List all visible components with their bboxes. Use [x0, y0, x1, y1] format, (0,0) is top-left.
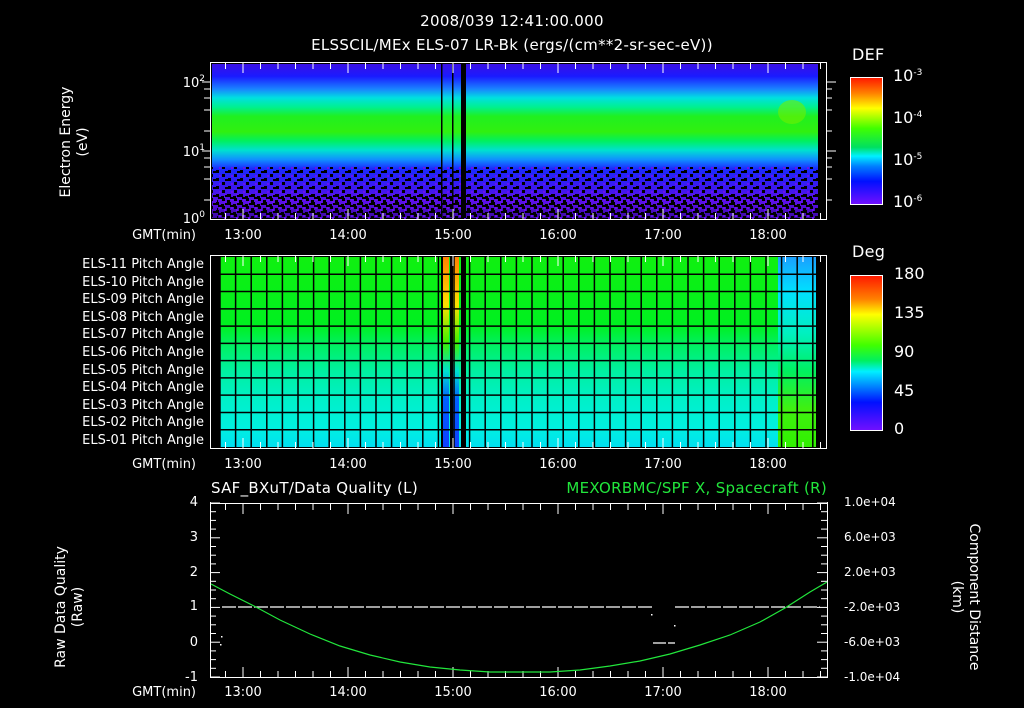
distance-ytick-neg6e3: -6.0e+03 [844, 635, 901, 649]
timestamp-title: 2008/039 12:41:00.000 [420, 12, 604, 30]
quality-ytick-2: 2 [189, 565, 198, 580]
quality-ytick-4: 4 [189, 495, 198, 510]
time-tick-1400: 14:00 [329, 228, 367, 243]
row-label-els-03: ELS-03 Pitch Angle [82, 397, 204, 413]
time-tick-1600: 16:00 [539, 685, 577, 700]
energy-ylabel: Electron Energy (eV) [58, 86, 91, 198]
row-label-els-08: ELS-08 Pitch Angle [82, 309, 204, 325]
time-tick-1600: 16:00 [539, 457, 577, 472]
deg-tick-0: 0 [894, 419, 905, 438]
energy-ytick-100: 102 [182, 74, 205, 91]
time-tick-1700: 17:00 [644, 228, 682, 243]
quality-ytick-3: 3 [189, 530, 198, 545]
time-axis-label-2: GMT(min) [132, 457, 196, 472]
quality-ytick-0: 0 [189, 635, 198, 650]
time-tick-1400: 14:00 [329, 685, 367, 700]
time-tick-1500: 15:00 [434, 228, 472, 243]
energy-yaxis-ticks-right [826, 81, 836, 201]
time-tick-1800: 18:00 [749, 685, 787, 700]
row-label-els-11: ELS-11 Pitch Angle [82, 257, 204, 272]
time-tick-1400: 14:00 [329, 457, 367, 472]
row-label-els-04: ELS-04 Pitch Angle [82, 380, 204, 396]
def-tick-1e-5: 10-5 [893, 150, 923, 169]
time-tick-1800: 18:00 [749, 457, 787, 472]
row-label-els-09: ELS-09 Pitch Angle [82, 292, 204, 308]
def-tick-1e-3: 10-3 [893, 66, 923, 85]
def-colorbar [850, 77, 883, 205]
deg-colorbar [850, 275, 883, 431]
row-label-els-05: ELS-05 Pitch Angle [82, 362, 204, 378]
distance-ytick-neg1e4: -1.0e+04 [844, 670, 901, 684]
time-tick-1500: 15:00 [434, 457, 472, 472]
distance-ylabel: Component Distance (km) [949, 523, 982, 671]
deg-tick-135: 135 [894, 303, 925, 322]
time-axis-label-3: GMT(min) [132, 685, 196, 700]
time-tick-1800: 18:00 [749, 228, 787, 243]
quality-ytick-neg1: -1 [185, 670, 198, 685]
deg-colorbar-title: Deg [852, 242, 886, 261]
pitch-angle-heatmap [210, 255, 827, 449]
energy-ytick-1: 100 [182, 210, 205, 227]
spf-x-line [210, 581, 828, 673]
energy-ytick-10: 101 [182, 143, 205, 160]
deg-tick-180: 180 [894, 264, 925, 283]
deg-tick-45: 45 [894, 381, 915, 400]
row-label-els-01: ELS-01 Pitch Angle [82, 433, 204, 448]
distance-ytick-6e3: 6.0e+03 [844, 530, 896, 544]
quality-distance-plot [210, 502, 828, 678]
time-tick-1700: 17:00 [644, 685, 682, 700]
time-tick-1500: 15:00 [434, 685, 472, 700]
row-label-els-07: ELS-07 Pitch Angle [82, 327, 204, 343]
energy-yaxis-ticks [202, 81, 210, 201]
distance-ytick-1e4: 1.0e+04 [844, 495, 896, 509]
distance-ytick-2e3: 2.0e+03 [844, 565, 896, 579]
row-label-els-02: ELS-02 Pitch Angle [82, 415, 204, 431]
time-tick-1300: 13:00 [224, 457, 262, 472]
time-axis-label-1: GMT(min) [132, 228, 196, 243]
def-colorbar-title: DEF [852, 45, 885, 64]
spf-title-right: MEXORBMC/SPF X, Spacecraft (R) [566, 479, 827, 497]
def-tick-1e-6: 10-6 [893, 192, 923, 211]
quality-ylabel: Raw Data Quality (Raw) [53, 546, 86, 668]
quality-title-left: SAF_BXuT/Data Quality (L) [211, 479, 418, 497]
plot-subtitle: ELSSCIL/MEx ELS-07 LR-Bk (ergs/(cm**2-sr… [311, 36, 713, 54]
time-tick-1300: 13:00 [224, 228, 262, 243]
time-tick-1600: 16:00 [539, 228, 577, 243]
row-label-els-10: ELS-10 Pitch Angle [82, 274, 204, 290]
time-tick-1300: 13:00 [224, 685, 262, 700]
energy-spectrogram [210, 62, 827, 220]
time-tick-1700: 17:00 [644, 457, 682, 472]
quality-ytick-1: 1 [189, 599, 198, 614]
distance-ytick-neg2e3: -2.0e+03 [844, 600, 901, 614]
def-tick-1e-4: 10-4 [893, 108, 923, 127]
row-label-els-06: ELS-06 Pitch Angle [82, 345, 204, 360]
deg-tick-90: 90 [894, 342, 915, 361]
